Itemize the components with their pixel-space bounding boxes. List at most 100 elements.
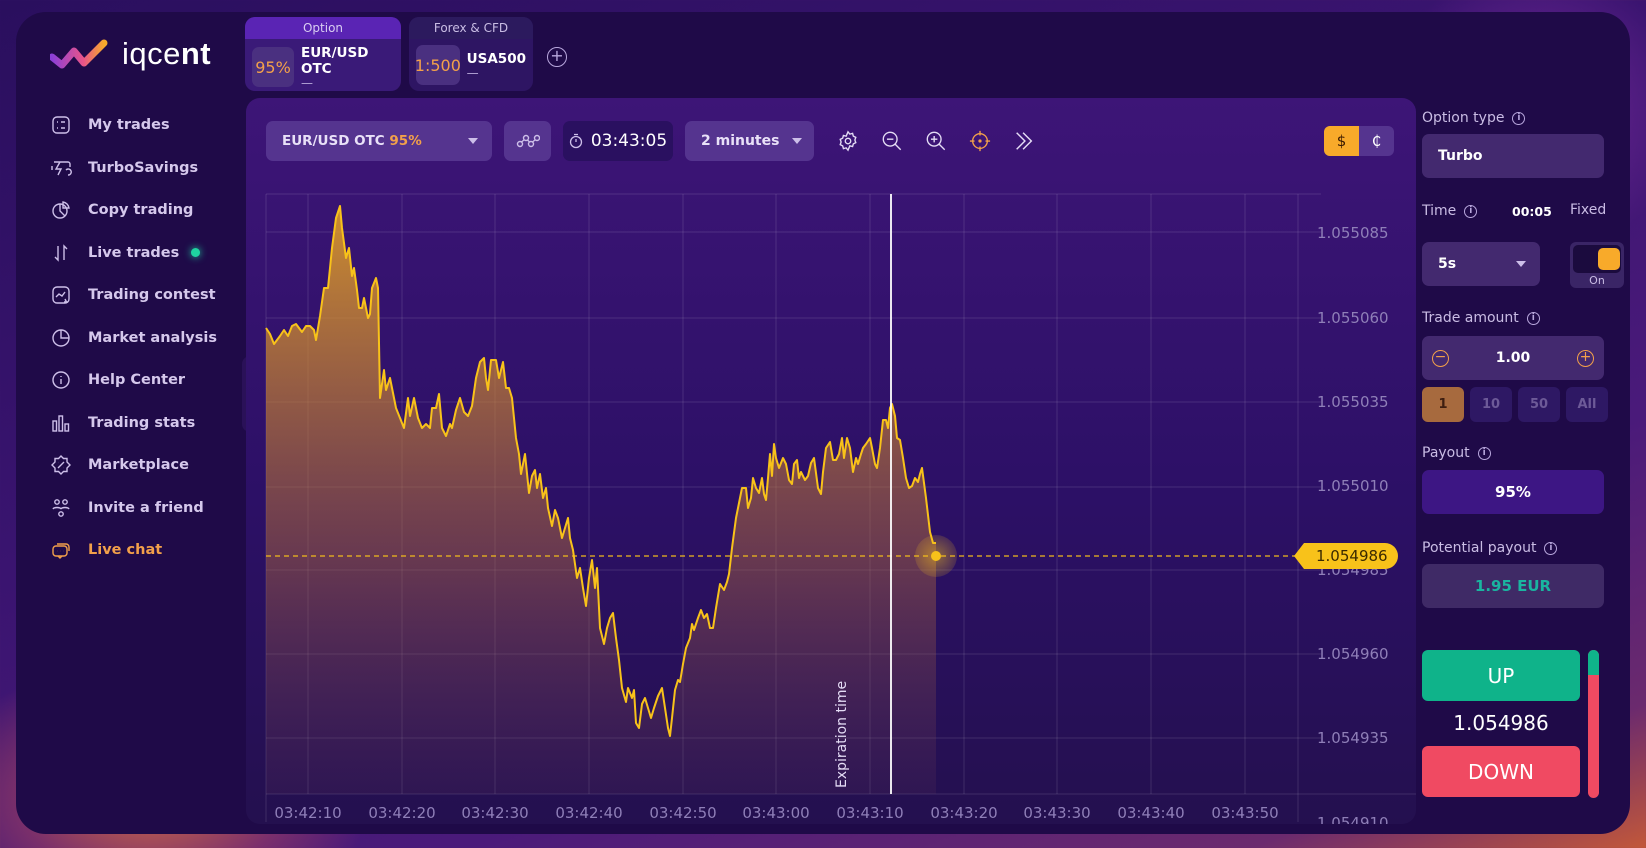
pie-icon <box>50 327 72 349</box>
up-button[interactable]: UP <box>1422 650 1580 701</box>
sidebar-item-live-chat[interactable]: Live chat <box>48 529 248 572</box>
crosshair-button[interactable] <box>968 129 992 153</box>
info-icon[interactable]: i <box>1526 311 1540 325</box>
stopwatch-icon <box>569 133 582 149</box>
quick-amounts: 1 10 50 All <box>1422 387 1608 422</box>
current-price-dot <box>931 551 941 561</box>
sidebar-item-turbosavings[interactable]: TurboSavings <box>48 147 248 190</box>
increase-amount-button[interactable]: + <box>1576 349 1594 367</box>
x-axis-label: 03:43:10 <box>836 804 904 822</box>
x-axis-label: 03:43:20 <box>930 804 998 822</box>
zoom-in-button[interactable] <box>924 129 948 153</box>
indicators-icon <box>516 134 540 148</box>
sidebar-item-label: Trading contest <box>88 287 216 304</box>
sidebar-item-marketplace[interactable]: Marketplace <box>48 444 248 487</box>
currency-switch[interactable]: $ ₵ <box>1324 126 1394 156</box>
bar-chart-icon <box>50 412 72 434</box>
y-axis-label: 1.054910 <box>1317 814 1389 824</box>
time-select[interactable]: 5s <box>1422 242 1540 286</box>
x-axis-label: 03:42:20 <box>368 804 436 822</box>
sidebar-item-invite-friend[interactable]: Invite a friend <box>48 487 248 530</box>
currency-option-usd[interactable]: $ <box>1324 126 1359 156</box>
time-label: Time i <box>1422 201 1616 221</box>
logo-icon <box>50 39 108 69</box>
info-icon[interactable]: i <box>1544 541 1558 555</box>
x-axis-label: 03:42:40 <box>555 804 623 822</box>
tab-asset-sub: — <box>466 66 479 80</box>
y-axis-label: 1.055060 <box>1317 309 1389 327</box>
chart-panel: EUR/USD OTC 95% 03:43:05 2 minutes <box>246 98 1416 824</box>
decrease-amount-button[interactable]: − <box>1432 349 1449 367</box>
caret-down-icon <box>468 138 478 144</box>
time-select-value: 5s <box>1438 256 1457 272</box>
chart-toolbar: EUR/USD OTC 95% 03:43:05 2 minutes <box>266 121 1396 161</box>
settings-button[interactable] <box>836 129 860 153</box>
sidebar-item-copy-trading[interactable]: Copy trading <box>48 189 248 232</box>
contest-icon <box>50 284 72 306</box>
sidebar-item-market-analysis[interactable]: Market analysis <box>48 317 248 360</box>
zoom-out-icon <box>882 131 902 151</box>
y-axis-label: 1.054935 <box>1317 729 1389 747</box>
trader-sentiment-bar <box>1588 650 1599 798</box>
scroll-to-end-button[interactable] <box>1012 129 1036 153</box>
asset-tab-usa500[interactable]: Forex & CFD 1:500 USA500 — <box>409 17 533 91</box>
discount-badge-icon <box>50 454 72 476</box>
caret-down-icon <box>792 138 802 144</box>
trade-amount-label: Trade amount i <box>1422 308 1540 328</box>
sidebar-item-help-center[interactable]: Help Center <box>48 359 248 402</box>
currency-option-cedi[interactable]: ₵ <box>1371 132 1382 150</box>
expiration-time-label: Expiration time <box>834 680 850 788</box>
indicators-button[interactable] <box>504 121 551 161</box>
people-icon <box>50 497 72 519</box>
toggle-knob <box>1598 248 1620 270</box>
y-axis-label: 1.055010 <box>1317 477 1389 495</box>
zoom-out-button[interactable] <box>880 129 904 153</box>
caret-down-icon <box>1516 261 1526 267</box>
asset-payout: 95% <box>389 133 422 149</box>
sidebar-item-my-trades[interactable]: My trades <box>48 104 248 147</box>
quick-amount-1[interactable]: 1 <box>1422 387 1464 422</box>
add-tab-button[interactable]: + <box>547 47 567 67</box>
option-type-select[interactable]: Turbo <box>1422 134 1604 178</box>
sidebar-item-live-trades[interactable]: Live trades <box>48 232 248 275</box>
logo-text: iqcent <box>122 36 212 71</box>
tab-asset-sub: — <box>301 76 313 90</box>
logo[interactable]: iqcent <box>50 36 211 72</box>
info-icon[interactable]: i <box>1464 204 1478 218</box>
sidebar-item-trading-stats[interactable]: Trading stats <box>48 402 248 445</box>
quick-amount-10[interactable]: 10 <box>1470 387 1512 422</box>
trade-amount-stepper: − 1.00 + <box>1422 336 1604 380</box>
timeframe-selector[interactable]: 2 minutes <box>685 121 814 161</box>
tab-asset-name: USA500 <box>466 51 526 67</box>
info-icon[interactable]: i <box>1477 446 1491 460</box>
server-time-value: 03:43:05 <box>590 131 668 151</box>
x-axis-label: 03:43:30 <box>1023 804 1091 822</box>
time-countdown: 00:05 <box>1512 204 1552 219</box>
current-price-tag: 1.054986 <box>1294 543 1398 569</box>
price-area <box>266 206 936 794</box>
option-type-label: Option type i <box>1422 108 1616 128</box>
x-axis-label: 03:43:40 <box>1117 804 1185 822</box>
quick-amount-all[interactable]: All <box>1566 387 1608 422</box>
list-icon <box>50 114 72 136</box>
fixed-time-toggle[interactable]: On <box>1570 242 1624 288</box>
sidebar-item-trading-contest[interactable]: Trading contest <box>48 274 248 317</box>
tab-asset-name: EUR/USD OTC <box>301 45 369 77</box>
current-price: 1.054986 <box>1453 711 1549 735</box>
live-indicator-dot <box>191 248 201 258</box>
server-time: 03:43:05 <box>563 121 673 161</box>
double-chevron-right-icon <box>1016 132 1033 150</box>
tab-category: Option <box>245 17 401 39</box>
x-axis-label: 03:43:00 <box>742 804 810 822</box>
price-chart[interactable] <box>246 98 1416 824</box>
trade-amount-input[interactable]: 1.00 <box>1495 350 1531 366</box>
sidebar-item-label: Market analysis <box>88 329 217 346</box>
asset-selector[interactable]: EUR/USD OTC 95% <box>266 121 492 161</box>
down-button[interactable]: DOWN <box>1422 746 1580 797</box>
asset-tab-eurusd[interactable]: Option 95% EUR/USD OTC — <box>245 17 401 91</box>
potential-payout-value: 1.95 EUR <box>1422 564 1604 608</box>
info-icon[interactable]: i <box>1512 111 1526 125</box>
payout-value: 95% <box>1422 470 1604 514</box>
quick-amount-50[interactable]: 50 <box>1518 387 1560 422</box>
sidebar: My trades TurboSavings Copy trading Live… <box>48 104 248 572</box>
